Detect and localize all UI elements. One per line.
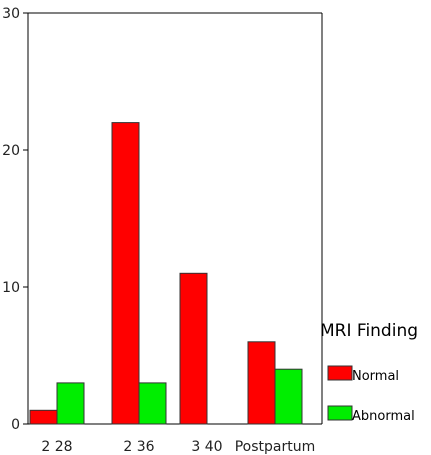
plot-area: 0 10 20 30 2 28 2 36 3 40 Postpartum — [2, 6, 323, 455]
x-tick-label: 2 28 — [41, 439, 72, 455]
legend-swatch — [327, 405, 353, 421]
x-tick-label: 3 40 — [191, 439, 222, 455]
x-tick-label: Postpartum — [235, 439, 316, 455]
bar-normal-2-36 — [111, 122, 140, 425]
y-tick-label: 30 — [2, 6, 20, 22]
legend-title: MRI Finding — [320, 321, 418, 341]
legend-swatch — [327, 365, 353, 381]
bar-abnormal-2-36 — [138, 382, 167, 425]
legend-label: Normal — [352, 369, 399, 384]
bar-normal-postpartum — [247, 341, 276, 425]
bar-abnormal-postpartum — [274, 368, 303, 425]
bar-normal-3-40 — [179, 272, 208, 425]
legend-label: Abnormal — [352, 409, 415, 424]
legend: MRI Finding Normal Abnormal — [320, 321, 418, 424]
bar-normal-2-28 — [29, 409, 58, 425]
x-tick-label: 2 36 — [123, 439, 154, 455]
y-tick-label: 10 — [2, 280, 20, 296]
y-tick-label: 20 — [2, 143, 20, 159]
bar-abnormal-2-28 — [56, 382, 85, 425]
y-tick-label: 0 — [11, 417, 20, 433]
